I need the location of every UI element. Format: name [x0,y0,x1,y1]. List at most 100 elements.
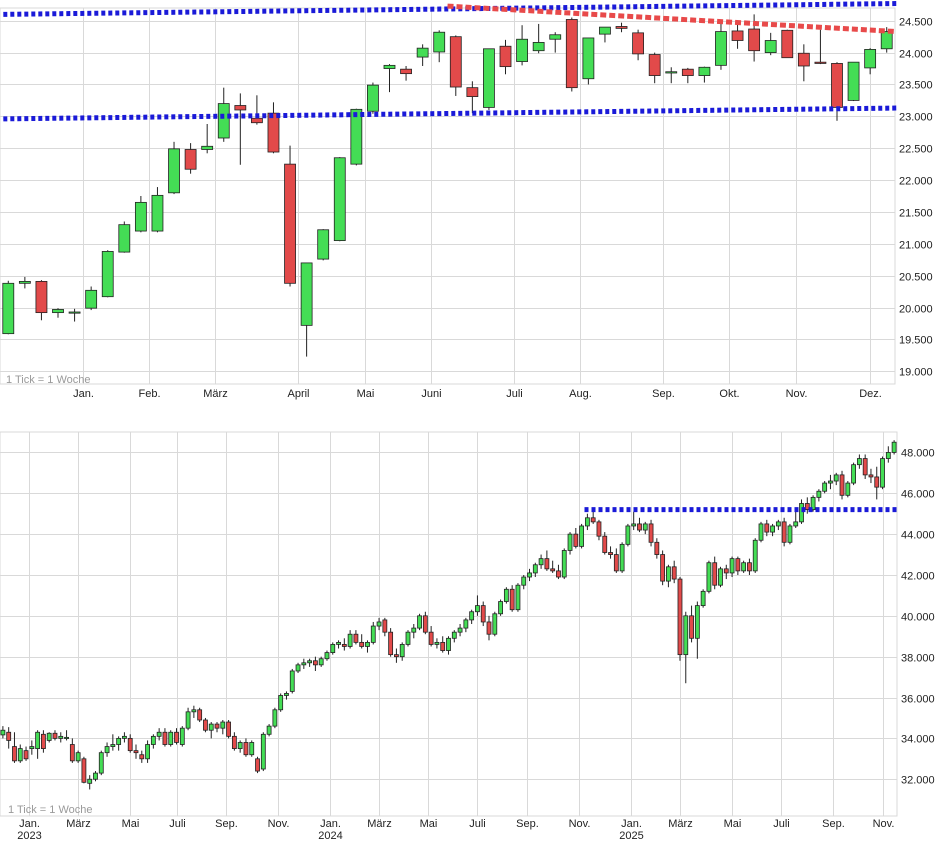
chart-top-candle [68,308,81,322]
candle-body-down [608,552,613,555]
chart-bottom-candle [428,626,434,647]
candle-body-up [451,631,457,639]
chart-top-candle [400,65,412,81]
chart-bottom-candle [353,630,359,645]
candle-body-up [365,641,370,647]
chart-top-ytick-label: 22.500 [899,144,933,156]
chart-bottom-month-label: März [66,818,90,830]
chart-top-candle [18,276,31,289]
candle-body-up [2,282,15,335]
chart-bottom-candle [619,542,625,573]
chart-top-candle [864,48,877,75]
chart-bottom-candle [694,601,700,659]
chart-bottom-candle [255,756,260,774]
candle-body-up [847,61,860,101]
chart-bottom-candle [260,732,266,772]
chart-top-candle [648,52,661,84]
chart-top-red-trendline [447,3,897,35]
candle-body-up [289,670,295,692]
chart-bottom-candle [289,668,295,694]
candle-body-up [52,309,64,314]
chart-bottom-candle [822,481,828,494]
candle-body-up [98,752,104,774]
chart-bottom-candle [336,640,341,649]
chart-bottom-month-label: Jan. [621,818,642,830]
chart-bottom-candle [503,587,509,604]
chart-bottom-month-label: Jan. [19,818,40,830]
candle-body-up [68,311,81,314]
chart-bottom-candle [69,738,75,763]
candle-body-up [752,539,758,572]
chart-top-month-label: Feb. [138,388,160,400]
chart-bottom-year-label: 2024 [318,830,342,842]
chart-bottom-candle [341,638,347,651]
chart-top-candle [300,262,313,357]
chart-bottom-candle [52,730,58,741]
chart-bottom-month-label: Jan. [320,818,341,830]
chart-bottom-month-label: Sep. [215,818,238,830]
candle-body-down [544,558,550,570]
candle-body-up [532,564,538,574]
chart-bottom-candle [17,744,23,763]
candle-body-down [596,521,602,537]
candle-body-up [475,605,480,613]
candle-body-up [399,644,405,658]
chart-top-candle [797,44,810,82]
candle-body-up [561,550,567,578]
chart-top-candle [134,196,147,233]
candle-body-down [234,105,247,111]
candle-body-down [69,744,75,762]
chart-bottom-candle [446,636,451,655]
candle-body-up [698,66,711,76]
chart-bottom-month-label: Juli [169,818,186,830]
chart-top-candle [234,93,247,165]
chart-bottom-candle [509,585,515,612]
candle-body-up [527,572,532,578]
chart-bottom-month-label: Mai [122,818,140,830]
chart-bottom-candle [365,640,370,653]
candle-body-up [642,523,648,531]
chart-top-candle [85,286,98,311]
chart-bottom-candle [46,732,52,743]
chart-top-month-label: Jan. [73,388,94,400]
candle-body-down [359,641,365,647]
chart-bottom-candle [98,750,104,776]
chart-bottom-candle [550,560,556,573]
candle-body-up [383,64,396,69]
chart-bottom-ytick-label: 46.000 [901,489,935,501]
chart-bottom-candle [93,771,98,782]
candle-body-up [75,752,81,762]
chart-bottom-ytick-label: 38.000 [901,653,935,665]
candle-body-up [0,729,6,736]
candle-body-up [151,194,164,232]
candle-body-up [833,474,839,482]
candle-body-up [715,31,727,66]
chart-top-candle [184,143,197,174]
candle-body-up [217,103,230,139]
candle-body-up [845,482,851,496]
candle-body-down [781,29,794,59]
candle-body-down [509,588,515,611]
candle-body-up [683,615,689,656]
candle-body-down [203,719,208,731]
chart-bottom-candle [752,538,758,573]
chart-bottom-tick-note: 1 Tick = 1 Woche [8,804,92,816]
candle-body-up [885,452,891,459]
chart-top-candle [615,22,628,33]
candle-body-up [416,47,429,58]
chart-top-candle [416,44,429,66]
chart-top-candle [814,29,827,65]
chart-bottom-candle [608,546,613,559]
candle-body-up [700,590,706,607]
candle-body-down [868,474,874,478]
chart-top-candle [532,23,545,54]
chart-bottom-candle [613,548,619,573]
chart-bottom-candle [758,521,764,543]
chart-top-ytick-label: 19.000 [899,367,933,379]
chart-bottom-candle [35,730,41,759]
chart-bottom-candle [312,656,318,671]
top-candlestick-chart: 19.000 19.500 20.000 20.500 21.000 21.500 22.0… [0,1,933,400]
candle-body-up [118,224,131,253]
chart-bottom-plot-area [0,431,898,817]
chart-bottom-candle [237,740,243,753]
